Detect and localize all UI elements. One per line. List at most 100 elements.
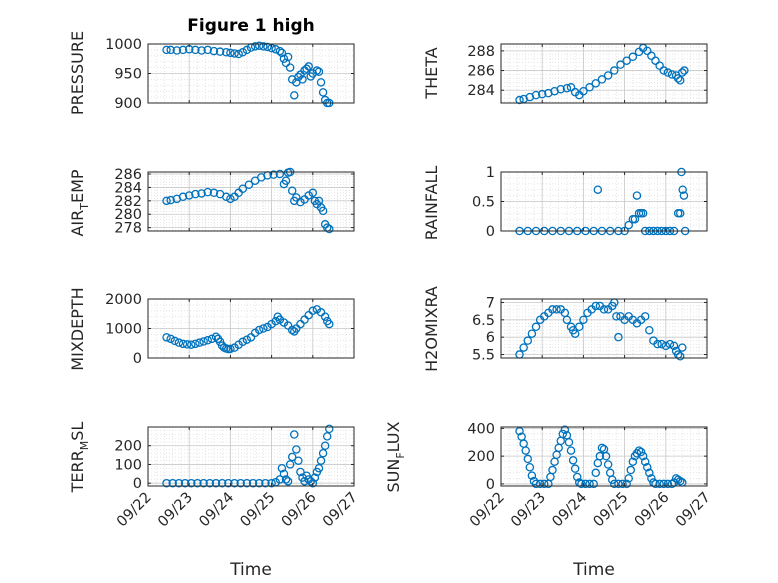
series-theta xyxy=(515,43,689,105)
data-point xyxy=(548,465,557,475)
data-point xyxy=(207,334,217,344)
data-point xyxy=(325,424,334,434)
data-point xyxy=(180,478,190,488)
data-point xyxy=(597,443,607,453)
data-point xyxy=(308,188,318,198)
data-point xyxy=(283,52,293,62)
y-tick-label: 1 xyxy=(486,165,495,181)
data-point xyxy=(287,452,297,462)
data-point xyxy=(205,478,215,488)
data-point xyxy=(589,479,598,489)
data-point xyxy=(537,89,547,99)
y-tick-label: 400 xyxy=(467,421,495,437)
data-point xyxy=(222,48,231,57)
y-axis-label-terr-msl: TERRMSL xyxy=(68,422,91,494)
data-point xyxy=(271,45,280,54)
data-point xyxy=(628,457,638,466)
data-point xyxy=(521,446,530,455)
data-point xyxy=(595,451,605,461)
data-point xyxy=(318,206,328,216)
data-point xyxy=(515,426,524,436)
data-point xyxy=(182,340,192,349)
data-point xyxy=(678,343,687,352)
data-point xyxy=(591,79,601,88)
data-point xyxy=(659,479,668,489)
data-point xyxy=(314,67,324,76)
data-point xyxy=(680,66,689,75)
y-tick-label: 282 xyxy=(114,194,142,210)
data-point xyxy=(226,344,235,354)
data-point xyxy=(203,336,212,345)
series-rainfall xyxy=(515,167,690,236)
data-point xyxy=(667,479,677,489)
data-point xyxy=(292,445,301,454)
data-point xyxy=(558,429,568,439)
data-point xyxy=(187,478,196,488)
data-point xyxy=(603,71,613,80)
data-point xyxy=(271,316,280,326)
data-point xyxy=(325,319,334,329)
data-point xyxy=(242,478,252,488)
data-point xyxy=(238,184,248,194)
data-point xyxy=(647,474,656,483)
data-point xyxy=(540,479,549,489)
data-point xyxy=(275,169,285,179)
data-point xyxy=(226,194,235,204)
y-tick-label: 950 xyxy=(114,67,142,83)
subplot-theta: 284 286 288 xyxy=(467,43,708,105)
data-point xyxy=(236,478,245,488)
data-point xyxy=(162,45,171,55)
data-point xyxy=(556,84,565,94)
data-point xyxy=(234,49,243,59)
plot-area xyxy=(148,427,354,486)
data-point xyxy=(616,60,625,69)
data-point xyxy=(527,329,537,338)
y-axis-label-rainfall: RAINFALL xyxy=(422,166,441,241)
data-point xyxy=(614,479,623,489)
data-point xyxy=(290,430,299,439)
y-tick-label: 278 xyxy=(114,221,142,237)
y-axis-label-theta: THETA xyxy=(422,47,441,99)
data-point xyxy=(515,95,524,105)
y-axis-label-mixdepth: MIXDEPTH xyxy=(68,287,87,370)
data-point xyxy=(531,479,541,489)
data-point xyxy=(302,64,311,74)
data-point xyxy=(230,478,239,488)
y-tick-label: 0.5 xyxy=(472,195,495,211)
x-axis-label-left: Time xyxy=(229,560,272,580)
data-point xyxy=(267,478,276,488)
data-point xyxy=(316,456,326,465)
y-tick-label: 284 xyxy=(467,83,495,99)
y-tick-label: 0 xyxy=(133,476,142,492)
data-point xyxy=(618,479,627,489)
data-point xyxy=(657,339,666,349)
chart-title: Figure 1 high xyxy=(187,16,315,36)
data-point xyxy=(224,478,233,488)
data-point xyxy=(211,332,221,342)
data-point xyxy=(607,475,617,485)
data-point xyxy=(199,337,208,346)
data-point xyxy=(285,460,295,469)
data-point xyxy=(279,469,289,479)
x-axis-label-right: Time xyxy=(572,560,615,580)
data-point xyxy=(230,49,239,58)
data-point xyxy=(310,473,320,482)
data-point xyxy=(579,315,588,325)
data-point xyxy=(673,74,683,83)
data-point xyxy=(636,447,646,457)
data-point xyxy=(281,475,291,484)
axes-box xyxy=(500,298,708,359)
y-tick-label: 200 xyxy=(114,439,142,455)
data-point xyxy=(655,61,664,70)
data-point xyxy=(572,472,582,482)
data-point xyxy=(191,339,200,349)
y-tick-label: 2000 xyxy=(105,292,142,308)
data-point xyxy=(275,46,285,56)
y-tick-label: 900 xyxy=(114,96,142,112)
subplot-h2omixra: 5.5 66.5 7 xyxy=(472,295,708,364)
y-tick-label: 7 xyxy=(486,295,495,311)
data-point xyxy=(638,209,648,218)
data-point xyxy=(281,176,291,185)
data-point xyxy=(675,352,685,361)
